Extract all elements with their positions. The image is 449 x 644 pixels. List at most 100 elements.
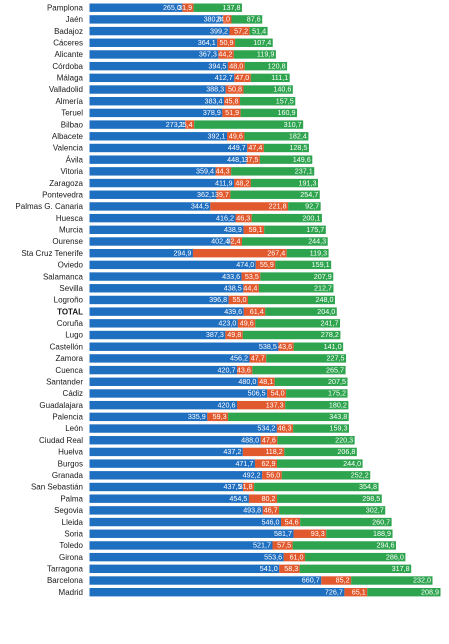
bar-leon-seg1	[89, 424, 277, 433]
value-label-valladolid-seg3: 140,6	[273, 85, 291, 94]
value-label-caceres-seg1: 364,1	[198, 38, 216, 47]
value-label-castellon-seg1: 538,5	[259, 342, 277, 351]
value-label-palmas-g-canaria-seg2: 221,8	[269, 202, 287, 211]
bar-logrono-seg2	[228, 295, 248, 305]
bar-huelva-seg2	[242, 447, 285, 457]
category-label-zaragoza: Zaragoza	[49, 179, 83, 188]
bar-logrono-seg1	[89, 295, 229, 305]
bar-lugo-seg2	[225, 330, 243, 340]
value-label-leon-seg2: 46,3	[278, 424, 292, 433]
category-label-valladolid: Valladolid	[49, 85, 83, 94]
bar-castellon-seg2	[278, 342, 294, 351]
value-label-sta-cruz-tenerife-seg2: 267,4	[267, 248, 285, 257]
bar-oviedo-seg1	[89, 260, 256, 270]
value-label-valencia-seg3: 128,5	[289, 143, 307, 152]
bar-barcelona-seg3	[351, 576, 433, 585]
bar-leon-seg2	[276, 424, 294, 433]
bar-teruel-seg1	[89, 108, 223, 118]
value-label-cadiz-seg2: 54,0	[271, 389, 285, 398]
bar-coruna-seg2	[237, 319, 256, 328]
bar-badajoz-seg3	[249, 26, 268, 36]
value-label-caceres-seg3: 107,4	[253, 38, 271, 47]
category-label-malaga: Málaga	[57, 74, 84, 83]
bar-badajoz-seg2	[229, 26, 250, 36]
category-label-sta-cruz-tenerife: Sta Cruz Tenerife	[21, 249, 83, 258]
bar-segovia-seg3	[279, 506, 386, 515]
category-label-granada: Granada	[52, 471, 84, 480]
category-label-guadalajara: Guadalajara	[39, 401, 83, 410]
value-label-toledo-seg1: 521,7	[253, 541, 271, 550]
bar-toledo-seg1	[89, 541, 273, 550]
value-label-ourense-seg3: 244,3	[308, 237, 326, 246]
value-label-badajoz-seg3: 51,4	[252, 26, 266, 35]
value-label-barcelona-seg2: 85,2	[336, 576, 350, 585]
value-label-burgos-seg2: 62,9	[262, 459, 276, 468]
bar-granada-seg3	[281, 471, 371, 480]
category-label-cadiz: Cádiz	[63, 389, 83, 398]
value-label-zamora-seg1: 456,2	[230, 354, 248, 363]
bar-tarragona-seg1	[89, 564, 280, 574]
value-label-valladolid-seg2: 50,8	[228, 85, 242, 94]
value-label-sta-cruz-tenerife-seg3: 119,3	[310, 248, 327, 257]
value-label-guadalajara-seg1: 420,6	[218, 400, 236, 409]
bar-murcia-seg3	[264, 225, 326, 235]
bar-bilbao-seg2	[185, 120, 195, 129]
bar-almeria-seg1	[89, 97, 224, 106]
bar-bilbao-seg3	[194, 120, 304, 129]
bar-soria-seg2	[293, 529, 327, 538]
bar-tarragona-seg3	[299, 564, 412, 574]
bar-valencia-seg1	[89, 143, 248, 153]
value-label-sevilla-seg1: 438,5	[224, 283, 242, 292]
value-label-huelva-seg2: 118,2	[265, 447, 282, 456]
value-label-cuenca-seg2: 43,6	[237, 365, 251, 374]
value-label-sevilla-seg3: 212,7	[314, 283, 332, 292]
bar-girona-seg1	[89, 552, 284, 562]
bar-caceres-seg2	[217, 38, 236, 47]
bar-avila-seg1	[89, 155, 247, 164]
value-label-palma-seg1: 454,5	[229, 494, 247, 503]
bar-valladolid-seg3	[243, 85, 293, 94]
value-label-cuenca-seg1: 420,7	[218, 365, 236, 374]
value-label-avila-seg2: 37,5	[244, 155, 258, 164]
bar-huesca-seg3	[251, 213, 322, 223]
value-label-oviedo-seg2: 55,9	[260, 260, 274, 269]
value-label-bilbao-seg2: 25,4	[179, 120, 193, 129]
value-label-ciudad-real-seg3: 220,3	[335, 435, 353, 444]
bar-sevilla-seg3	[258, 284, 334, 293]
category-label-teruel: Teruel	[61, 109, 83, 118]
bar-badajoz-seg1	[89, 26, 230, 36]
category-label-castellon: Castellón	[50, 342, 83, 351]
value-label-palencia-seg2: 59,3	[213, 412, 227, 421]
bar-teruel-seg3	[240, 108, 298, 118]
value-label-huesca-seg2: 46,3	[236, 213, 250, 222]
bar-ciudad-real-seg1	[89, 436, 261, 445]
value-label-jaen-seg2: 24,0	[216, 15, 230, 24]
category-label-avila: Ávila	[66, 155, 84, 164]
value-label-cordoba-seg2: 48,0	[229, 61, 243, 70]
bar-guadalajara-seg3	[285, 400, 349, 410]
bar-jaen-seg3	[231, 15, 263, 24]
bar-segovia-seg1	[89, 506, 263, 515]
value-label-cadiz-seg1: 506,5	[248, 389, 266, 398]
bar-malaga-seg2	[234, 73, 251, 83]
bar-cadiz-seg3	[286, 389, 348, 398]
value-label-avila-seg3: 149,6	[293, 155, 311, 164]
value-label-madrid-seg3: 208,9	[421, 587, 439, 596]
value-label-lugo-seg2: 49,8	[227, 330, 241, 339]
value-label-segovia-seg1: 493,8	[243, 506, 261, 515]
bar-logrono-seg3	[247, 295, 335, 305]
category-label-palmas-g-canaria: Palmas G. Canaria	[15, 202, 83, 211]
value-label-malaga-seg1: 412,7	[215, 73, 233, 82]
value-label-lugo-seg3: 278,2	[321, 330, 339, 339]
value-label-huesca-seg1: 416,2	[216, 213, 234, 222]
bar-avila-seg3	[259, 155, 313, 164]
category-label-san-sebastian: San Sebastián	[31, 483, 83, 492]
category-label-zamora: Zamora	[55, 354, 83, 363]
value-label-cordoba-seg3: 120,8	[268, 61, 286, 70]
bar-leon-seg3	[293, 424, 349, 433]
bar-vitoria-seg3	[231, 167, 315, 176]
value-label-salamanca-seg2: 53,5	[245, 272, 259, 281]
bar-sta-cruz-tenerife-seg2	[192, 248, 287, 258]
bar-santander-seg3	[274, 377, 348, 386]
bar-madrid-seg2	[344, 588, 368, 597]
